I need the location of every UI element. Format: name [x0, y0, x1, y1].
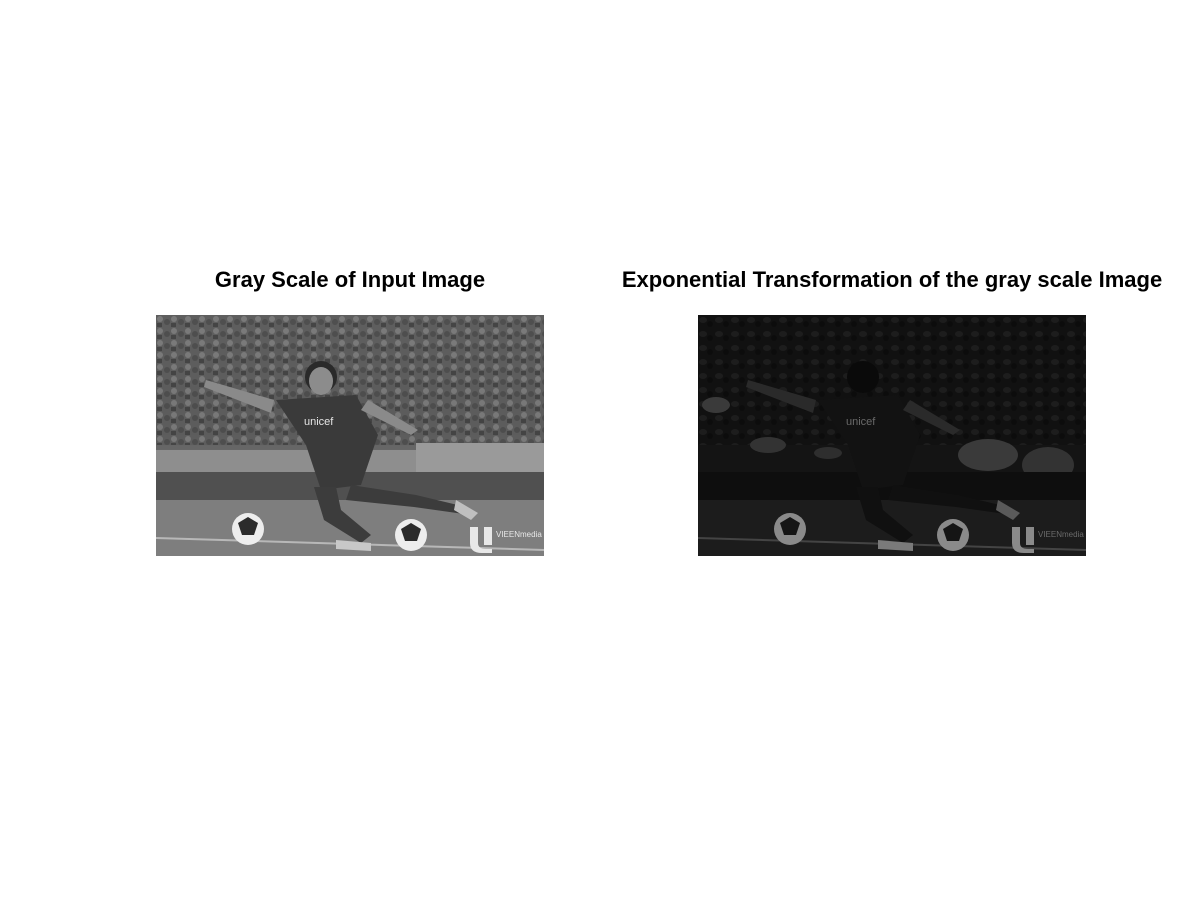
watermark-logo-icon: VIEENmedia — [1012, 527, 1084, 553]
grayscale-image-axes: unicef VIEENmedia — [156, 315, 544, 556]
watermark-logo-icon: VIEENmedia — [470, 527, 542, 553]
grayscale-image: unicef VIEENmedia — [156, 315, 544, 556]
ball-icon — [395, 519, 427, 551]
panel-title-exponential: Exponential Transformation of the gray s… — [621, 267, 1163, 292]
ball-icon — [774, 513, 806, 545]
exponential-image-axes: unicef VIEENmedia — [698, 315, 1086, 556]
svg-text:unicef: unicef — [846, 416, 876, 428]
ball-icon — [937, 519, 969, 551]
ball-icon — [232, 513, 264, 545]
player-figure: unicef — [204, 361, 478, 551]
svg-text:unicef: unicef — [304, 416, 334, 428]
svg-text:VIEENmedia: VIEENmedia — [496, 530, 542, 539]
panel-title-grayscale: Gray Scale of Input Image — [214, 267, 486, 292]
svg-text:VIEENmedia: VIEENmedia — [1038, 530, 1084, 539]
exponential-image: unicef VIEENmedia — [698, 315, 1086, 556]
player-figure: unicef — [746, 361, 1020, 551]
